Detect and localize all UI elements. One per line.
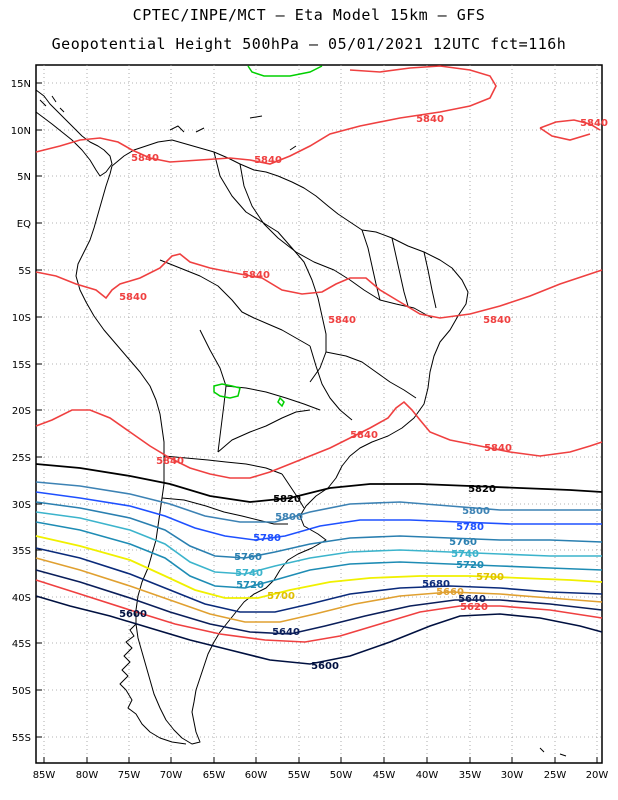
contour-label-5740: 5740: [451, 549, 479, 560]
lat-label: 10N: [11, 126, 31, 137]
lon-label: 40W: [416, 770, 439, 781]
contour-label-5680: 5680: [422, 579, 450, 590]
contour-label-5840: 5840: [580, 118, 608, 129]
contour-5780: [35, 491, 602, 541]
longitude-labels: 85W 80W 75W 70W 65W 60W 55W 50W 45W 40W …: [33, 770, 609, 781]
contour-label-5840: 5840: [242, 270, 270, 281]
lat-label: 10S: [12, 313, 31, 324]
contour-label-5780: 5780: [456, 522, 484, 533]
contour-label-5800: 5800: [462, 506, 490, 517]
lon-label: 35W: [459, 770, 482, 781]
contour-label-5840: 5840: [328, 315, 356, 326]
contour-label-5840: 5840: [483, 315, 511, 326]
contour-label-5800: 5800: [275, 512, 303, 523]
contour-5840: [35, 65, 603, 479]
contour-5600: [35, 595, 603, 665]
lat-label: 15S: [12, 360, 31, 371]
contour-label-5840: 5840: [156, 456, 184, 467]
contour-5680: [35, 547, 603, 613]
lat-label: EQ: [17, 219, 31, 230]
contour-5800: [35, 481, 602, 523]
contour-label-5840: 5840: [484, 443, 512, 454]
lon-label: 30W: [501, 770, 524, 781]
map-title: CPTEC/INPE/MCT – Eta Model 15km – GFS: [132, 6, 486, 24]
contour-label-5820: 5820: [273, 494, 301, 505]
contour-label-5820: 5820: [468, 484, 496, 495]
contour-label-5620: 5620: [460, 602, 488, 613]
contour-label-5600: 5600: [119, 609, 147, 620]
lon-label: 85W: [33, 770, 56, 781]
contour-label-5720: 5720: [456, 560, 484, 571]
contour-5740: [35, 511, 602, 575]
lat-label: 25S: [12, 453, 31, 464]
lat-label: 45S: [12, 639, 31, 650]
contour-label-5760: 5760: [234, 552, 262, 563]
lat-label: 5N: [17, 172, 31, 183]
lat-label: 40S: [12, 593, 31, 604]
contour-label-5840: 5840: [131, 153, 159, 164]
contour-label-5840: 5840: [119, 292, 147, 303]
lat-label: 35S: [12, 546, 31, 557]
lat-label: 55S: [12, 733, 31, 744]
contour-label-5840: 5840: [416, 114, 444, 125]
contour-label-5640: 5640: [458, 594, 486, 605]
contour-label-5840: 5840: [254, 155, 282, 166]
latitude-labels: 15N 10N 5N EQ 5S 10S 15S 20S 25S 30S 35S…: [11, 79, 31, 744]
contour-5760: [35, 501, 603, 559]
map-frame: [35, 64, 603, 764]
lon-label: 45W: [373, 770, 396, 781]
contour-5700: [35, 535, 603, 599]
contour-5620: [35, 579, 603, 643]
lat-label: 5S: [18, 266, 31, 277]
contour-label-5660: 5660: [436, 587, 464, 598]
contour-5820: [35, 463, 603, 503]
contour-label-5760: 5760: [449, 537, 477, 548]
contour-5720: [35, 521, 603, 589]
contour-label-5840: 5840: [350, 430, 378, 441]
lon-label: 25W: [544, 770, 567, 781]
lat-label: 50S: [12, 686, 31, 697]
lon-label: 60W: [245, 770, 268, 781]
contour-label-5780: 5780: [253, 533, 281, 544]
contour-labels: 5840 5840 5840 5840 5840 5840 5840 5840 …: [119, 114, 608, 672]
contour-label-5700: 5700: [267, 591, 295, 602]
contour-label-5600: 5600: [311, 661, 339, 672]
contour-label-5700: 5700: [476, 572, 504, 583]
high-contours: [213, 65, 323, 408]
lat-label: 15N: [11, 79, 31, 90]
lon-label: 75W: [118, 770, 141, 781]
graticule: [36, 65, 602, 763]
lat-label: 30S: [12, 500, 31, 511]
contour-label-5720: 5720: [236, 580, 264, 591]
lat-label: 20S: [12, 406, 31, 417]
lon-label: 50W: [330, 770, 353, 781]
lon-label: 70W: [160, 770, 183, 781]
lon-label: 80W: [76, 770, 99, 781]
lon-label: 55W: [288, 770, 311, 781]
lon-label: 65W: [203, 770, 226, 781]
contour-label-5740: 5740: [235, 568, 263, 579]
lon-label: 20W: [586, 770, 609, 781]
contour-5640: [35, 569, 603, 635]
contour-label-5640: 5640: [272, 627, 300, 638]
contour-5660: [35, 557, 603, 623]
map-subtitle: Geopotential Height 500hPa – 05/01/2021 …: [51, 35, 567, 53]
